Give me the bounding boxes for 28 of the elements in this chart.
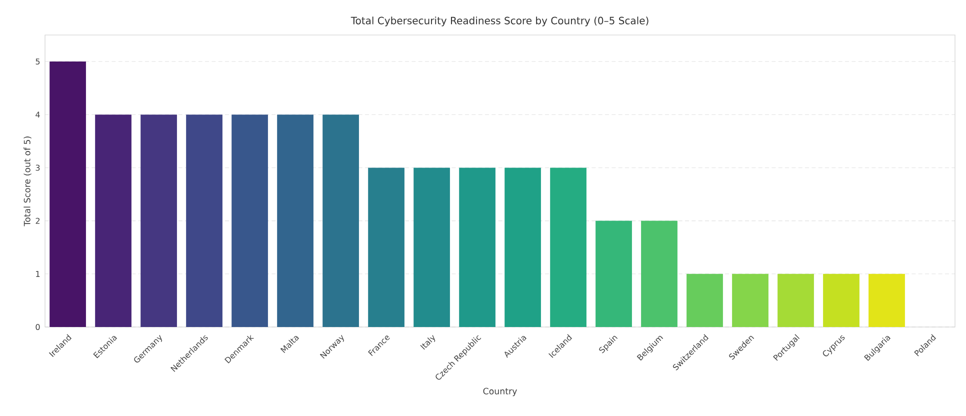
y-tick-label: 3 [36, 164, 40, 171]
y-tick-label: 1 [36, 270, 40, 277]
bar [50, 62, 86, 327]
bar [414, 168, 450, 327]
bar [823, 274, 860, 327]
y-tick-label: 2 [36, 218, 40, 224]
bar [641, 220, 678, 327]
x-axis-title: Country [483, 388, 517, 396]
y-tick-label: 4 [36, 112, 40, 118]
chart-title: Total Cybersecurity Readiness Score by Country (0–5 Scale) [350, 16, 648, 26]
bar [140, 114, 177, 327]
bar [232, 114, 268, 327]
bar [868, 274, 905, 327]
bar [504, 168, 541, 327]
bar [368, 168, 404, 327]
bar [778, 274, 814, 327]
bar [732, 274, 768, 327]
bar [459, 168, 496, 327]
y-tick-label: 5 [36, 58, 40, 64]
bar [596, 220, 632, 327]
y-tick-label: 0 [36, 324, 40, 330]
bar [322, 114, 359, 327]
y-axis-title: Total Score (out of 5) [24, 136, 32, 226]
bar [186, 114, 222, 327]
bar [686, 274, 723, 327]
bar [550, 168, 586, 327]
bar [277, 114, 314, 327]
bar [95, 114, 132, 327]
